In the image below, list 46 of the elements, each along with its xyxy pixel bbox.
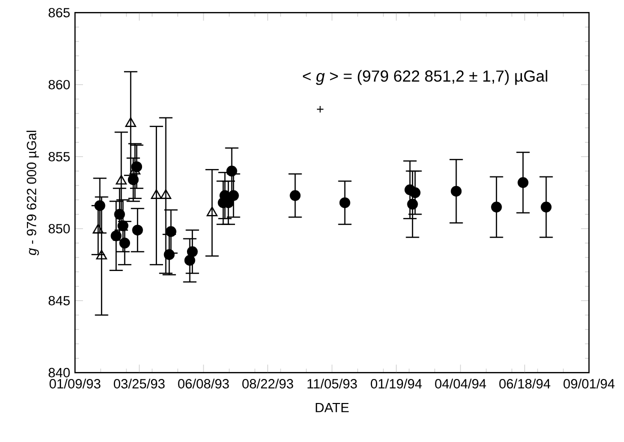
point (128, 174, 139, 186)
x-tick-label: 01/19/94 (370, 378, 422, 388)
y-axis-title: g - 979 622 000 µGal (26, 130, 39, 256)
annotation: + (316, 106, 324, 113)
point (540, 202, 552, 212)
x-tick-label: 06/08/93 (178, 378, 229, 388)
point (410, 187, 420, 198)
y-tick-label: 860 (48, 80, 70, 90)
point (407, 198, 418, 210)
y-tick-label: 850 (48, 224, 70, 234)
point (186, 246, 198, 258)
point (132, 224, 143, 236)
x-tick-label: 08/22/93 (242, 378, 294, 388)
point (450, 186, 462, 197)
point (96, 250, 108, 260)
y-tick-label: 865 (48, 8, 70, 18)
y-tick-label: 840 (48, 368, 70, 378)
point (114, 208, 125, 220)
x-tick-label: 01/09/93 (50, 378, 100, 388)
x-tick-label: 11/05/93 (308, 378, 357, 388)
annotation: < g > = (979 622 851,2 ± 1,7) µGal (302, 70, 548, 85)
point (518, 177, 528, 188)
x-tick-label: 06/18/94 (499, 378, 550, 388)
point (125, 117, 136, 127)
point (150, 189, 162, 199)
x-axis-title: DATE (316, 402, 349, 412)
y-tick-label: 855 (48, 152, 70, 162)
x-tick-label: 03/25/93 (114, 378, 165, 388)
point (110, 230, 122, 242)
point (164, 249, 175, 260)
point (290, 190, 301, 201)
point (92, 224, 104, 234)
point (166, 226, 176, 237)
x-tick-label: 04/04/94 (435, 378, 486, 388)
point (160, 189, 172, 199)
point (118, 220, 128, 232)
point (119, 238, 130, 248)
point (184, 254, 196, 266)
point (339, 197, 350, 208)
point (491, 202, 502, 212)
point (94, 200, 106, 212)
point (226, 166, 238, 176)
y-tick-label: 845 (48, 296, 70, 306)
point (206, 206, 218, 216)
point (228, 190, 239, 201)
x-tick-label: 09/01/94 (564, 378, 615, 388)
